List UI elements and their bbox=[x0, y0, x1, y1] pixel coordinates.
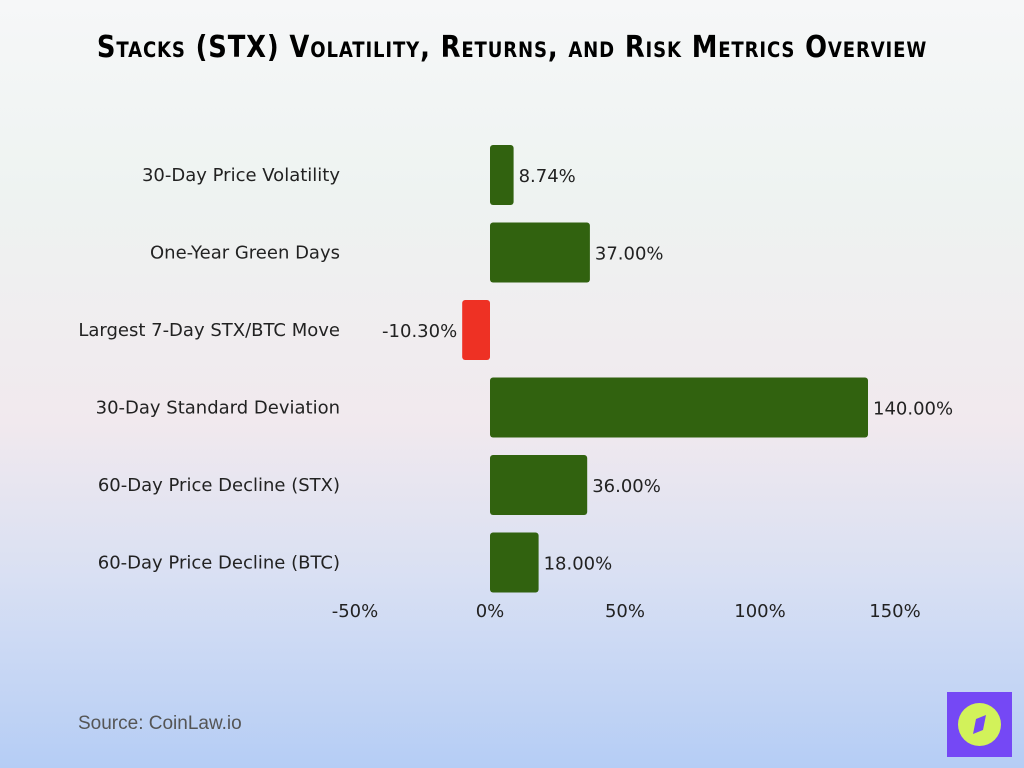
bar bbox=[490, 222, 590, 283]
chart-title: Stacks (STX) Volatility, Returns, and Ri… bbox=[96, 30, 928, 65]
data-label: 18.00% bbox=[544, 554, 613, 575]
x-tick-label: -50% bbox=[332, 601, 379, 622]
category-label: 60-Day Price Decline (STX) bbox=[98, 475, 340, 496]
bar bbox=[462, 300, 490, 360]
bar bbox=[490, 532, 539, 593]
category-label: 30-Day Price Volatility bbox=[142, 165, 340, 186]
source-text: Source: CoinLaw.io bbox=[78, 713, 242, 734]
data-label: 140.00% bbox=[873, 399, 953, 420]
data-label: 37.00% bbox=[595, 244, 664, 265]
bar bbox=[490, 377, 868, 438]
category-label: 30-Day Standard Deviation bbox=[96, 398, 340, 419]
bar bbox=[490, 145, 514, 205]
data-label: 36.00% bbox=[592, 476, 661, 497]
data-label: -10.30% bbox=[382, 321, 457, 342]
category-label: Largest 7-Day STX/BTC Move bbox=[78, 320, 340, 341]
x-tick-label: 150% bbox=[869, 601, 920, 622]
data-label: 8.74% bbox=[519, 166, 576, 187]
x-tick-label: 100% bbox=[734, 601, 785, 622]
x-tick-label: 50% bbox=[605, 601, 645, 622]
category-label: 60-Day Price Decline (BTC) bbox=[98, 553, 340, 574]
category-label: One-Year Green Days bbox=[150, 243, 340, 264]
x-tick-label: 0% bbox=[476, 601, 505, 622]
bar bbox=[490, 455, 588, 515]
compass-icon bbox=[947, 692, 1012, 757]
